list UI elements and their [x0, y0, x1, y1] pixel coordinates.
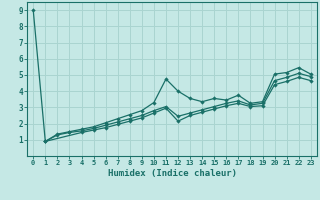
X-axis label: Humidex (Indice chaleur): Humidex (Indice chaleur) [108, 169, 236, 178]
